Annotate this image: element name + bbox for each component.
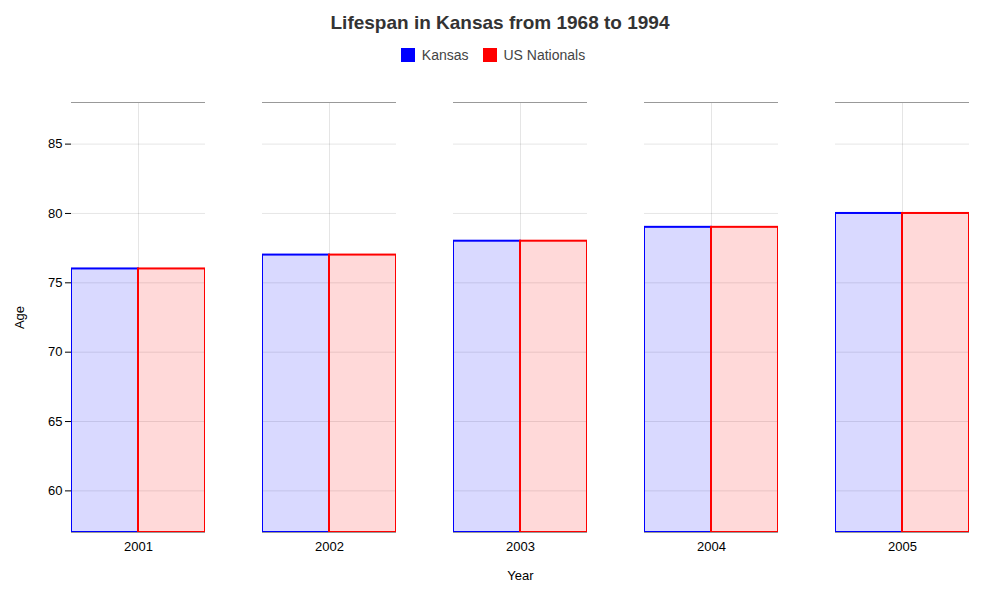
svg-text:75: 75 bbox=[48, 275, 62, 290]
svg-text:2002: 2002 bbox=[315, 539, 344, 554]
svg-text:85: 85 bbox=[48, 136, 62, 151]
svg-text:Year: Year bbox=[507, 568, 534, 583]
svg-text:70: 70 bbox=[48, 344, 62, 359]
svg-text:2003: 2003 bbox=[506, 539, 535, 554]
svg-text:65: 65 bbox=[48, 414, 62, 429]
svg-text:Age: Age bbox=[12, 306, 27, 329]
html-text:Kansas: Kansas bbox=[421, 46, 469, 63]
svg-text:2004: 2004 bbox=[697, 539, 726, 554]
svg-text:2005: 2005 bbox=[888, 539, 917, 554]
html-text:US Nationals: US Nationals bbox=[503, 46, 586, 63]
svg-text:60: 60 bbox=[48, 483, 62, 498]
html-text:Lifespan in Kansas from 1968 t: Lifespan in Kansas from 1968 to 1994 bbox=[330, 12, 670, 33]
svg-text:2001: 2001 bbox=[124, 539, 153, 554]
svg-text:80: 80 bbox=[48, 206, 62, 221]
